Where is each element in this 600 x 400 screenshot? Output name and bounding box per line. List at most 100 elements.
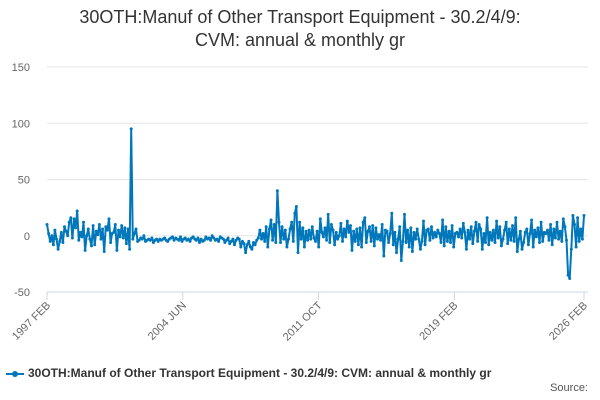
data-point xyxy=(405,241,408,244)
data-point xyxy=(66,234,69,237)
data-point xyxy=(354,240,357,243)
data-point xyxy=(511,224,514,227)
data-point xyxy=(462,222,465,225)
grid-lines xyxy=(47,67,588,292)
data-point xyxy=(74,226,77,229)
data-point xyxy=(281,225,284,228)
data-point xyxy=(319,217,322,220)
data-point xyxy=(270,219,273,222)
data-point xyxy=(478,223,481,226)
data-point xyxy=(395,251,398,254)
data-point xyxy=(96,233,99,236)
data-point xyxy=(47,232,50,235)
data-point xyxy=(428,239,431,242)
data-point xyxy=(142,234,145,237)
data-point xyxy=(529,232,532,235)
data-point xyxy=(131,238,134,241)
data-point xyxy=(284,229,287,232)
data-point xyxy=(573,223,576,226)
data-point xyxy=(494,241,497,244)
data-point xyxy=(475,221,478,224)
data-point xyxy=(274,241,277,244)
data-point xyxy=(306,239,309,242)
series-layer xyxy=(46,127,586,280)
data-point xyxy=(322,235,325,238)
data-point xyxy=(125,242,128,245)
data-point xyxy=(262,232,265,235)
data-point xyxy=(481,248,484,251)
data-point xyxy=(79,231,82,234)
data-point xyxy=(77,239,80,242)
data-point xyxy=(346,220,349,223)
data-point xyxy=(69,216,72,219)
data-point xyxy=(525,228,528,231)
data-point xyxy=(49,240,52,243)
data-point xyxy=(570,248,573,251)
data-point xyxy=(268,228,271,231)
data-point xyxy=(476,240,479,243)
data-point xyxy=(324,226,327,229)
data-point xyxy=(265,225,268,228)
data-point xyxy=(516,250,519,253)
data-point xyxy=(290,221,293,224)
data-point xyxy=(427,228,430,231)
data-point xyxy=(371,224,374,227)
data-point xyxy=(530,219,533,222)
data-point xyxy=(308,229,311,232)
data-point xyxy=(309,238,312,241)
data-point xyxy=(576,216,579,219)
data-point xyxy=(492,229,495,232)
data-point xyxy=(487,243,490,246)
data-point xyxy=(222,238,225,241)
data-point xyxy=(378,233,381,236)
data-point xyxy=(88,238,91,241)
data-point xyxy=(298,221,301,224)
data-point xyxy=(393,231,396,234)
data-point xyxy=(55,238,58,241)
data-point xyxy=(82,221,85,224)
data-point xyxy=(90,244,93,247)
data-point xyxy=(189,240,192,243)
data-point xyxy=(179,235,182,238)
data-point xyxy=(341,240,344,243)
data-point xyxy=(233,243,236,246)
data-point xyxy=(433,231,436,234)
data-point xyxy=(333,243,336,246)
data-point xyxy=(63,225,66,228)
data-point xyxy=(81,235,84,238)
data-point xyxy=(438,232,441,235)
x-tick-label: 2004 JUN xyxy=(146,300,189,343)
data-point xyxy=(300,238,303,241)
data-point xyxy=(459,228,462,231)
data-point xyxy=(444,225,447,228)
data-point xyxy=(130,127,133,130)
data-point xyxy=(93,243,96,246)
data-point xyxy=(347,231,350,234)
data-point xyxy=(355,228,358,231)
data-point xyxy=(141,238,144,241)
data-point xyxy=(424,243,427,246)
data-point xyxy=(479,228,482,231)
data-point xyxy=(101,228,104,231)
data-point xyxy=(490,239,493,242)
data-point xyxy=(282,238,285,241)
data-point xyxy=(400,259,403,262)
data-point xyxy=(238,238,241,241)
data-point xyxy=(463,231,466,234)
data-point xyxy=(409,226,412,229)
data-point xyxy=(560,240,563,243)
data-point xyxy=(436,229,439,232)
data-point xyxy=(382,255,385,258)
data-point xyxy=(114,223,117,226)
data-point xyxy=(443,244,446,247)
data-point xyxy=(266,246,269,249)
data-point xyxy=(368,225,371,228)
data-point xyxy=(581,238,584,241)
legend[interactable]: 30OTH:Manuf of Other Transport Equipment… xyxy=(0,364,600,382)
data-point xyxy=(115,249,118,252)
data-point xyxy=(117,229,120,232)
data-point xyxy=(559,230,562,233)
data-point xyxy=(128,248,131,251)
data-point xyxy=(557,238,560,241)
data-point xyxy=(536,226,539,229)
